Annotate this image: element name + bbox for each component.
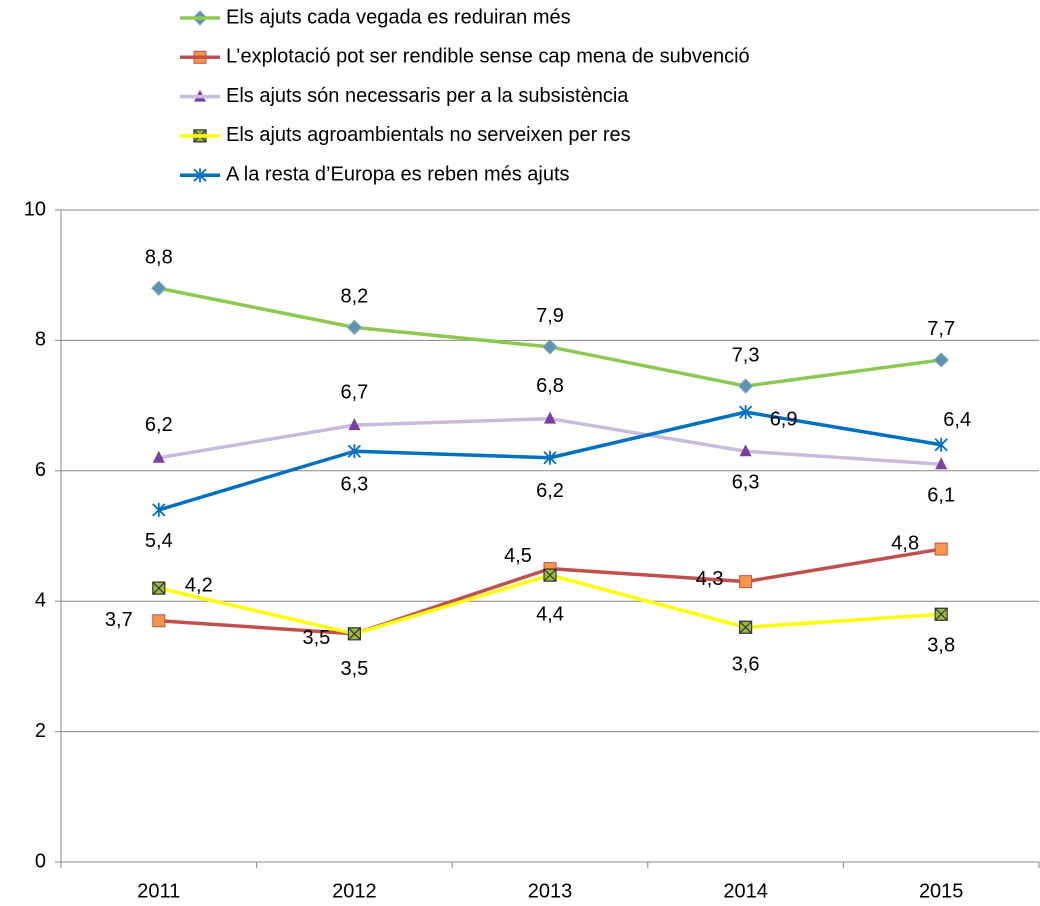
marker: [543, 568, 557, 582]
marker: [152, 581, 166, 595]
marker: [738, 405, 753, 420]
data-label: 6,7: [340, 381, 368, 403]
marker: [347, 627, 361, 641]
series: [152, 89, 948, 470]
marker: [739, 620, 753, 634]
data-label: 6,8: [536, 375, 564, 397]
marker: [934, 607, 948, 621]
data-label: 4,2: [185, 574, 213, 596]
marker: [739, 575, 753, 589]
marker: [152, 502, 166, 517]
data-label: 4,8: [891, 532, 919, 554]
line: [158, 286, 942, 388]
data-label: 3,5: [340, 658, 368, 680]
y-tick-label: 8: [35, 329, 46, 351]
x-tick-label: 2015: [919, 880, 964, 902]
data-label: 6,3: [732, 472, 760, 494]
marker: [934, 542, 948, 556]
data-label: 4,3: [696, 568, 724, 590]
marker: [151, 280, 167, 296]
data-label: 6,9: [770, 408, 798, 430]
marker: [542, 339, 558, 355]
data-label: 5,4: [145, 530, 173, 552]
data-label: 6,2: [536, 480, 564, 502]
x-tick-label: 2013: [528, 880, 573, 902]
data-label: 6,1: [927, 485, 955, 507]
marker: [543, 450, 557, 465]
data-label: 7,3: [732, 344, 760, 366]
marker: [544, 411, 556, 424]
marker: [933, 352, 949, 368]
data-label: 3,6: [732, 654, 760, 676]
marker: [935, 457, 948, 470]
y-tick-label: 10: [24, 198, 46, 220]
marker: [152, 614, 166, 628]
y-tick-label: 0: [35, 850, 46, 872]
data-label: 8,8: [145, 247, 173, 269]
legend-label: Els ajuts agroambientals no serveixen pe…: [226, 124, 631, 146]
data-label: 3,8: [927, 635, 955, 657]
legend-label: Els ajuts cada vegada es reduiran més: [226, 6, 571, 28]
x-tick-label: 2011: [137, 880, 180, 902]
data-label: 6,3: [340, 474, 368, 496]
data-label: 4,4: [536, 603, 564, 625]
data-label: 3,7: [105, 609, 133, 631]
y-tick-label: 4: [35, 589, 46, 611]
data-label: 6,4: [943, 409, 971, 431]
data-label: 8,2: [340, 286, 368, 308]
y-tick-label: 6: [35, 459, 46, 481]
x-tick-label: 2014: [723, 880, 768, 902]
data-label: 3,5: [302, 627, 330, 649]
legend-label: Els ajuts són necessaris per a la subsis…: [226, 85, 629, 107]
data-label: 4,5: [504, 545, 532, 567]
series: [152, 129, 948, 641]
data-label: 7,9: [536, 305, 564, 327]
marker: [934, 437, 948, 452]
marker: [739, 444, 752, 457]
data-label: 6,2: [145, 414, 173, 436]
y-tick-label: 2: [35, 720, 46, 742]
marker: [347, 444, 362, 459]
series: [151, 10, 949, 394]
marker: [346, 319, 363, 336]
legend-label: A la resta d’Europa es reben més ajuts: [226, 163, 570, 185]
legend-label: L’explotació pot ser rendible sense cap …: [226, 46, 750, 68]
marker: [152, 450, 165, 463]
x-tick-label: 2012: [332, 880, 377, 902]
marker: [348, 418, 361, 431]
data-label: 7,7: [927, 318, 955, 340]
marker: [737, 378, 754, 394]
